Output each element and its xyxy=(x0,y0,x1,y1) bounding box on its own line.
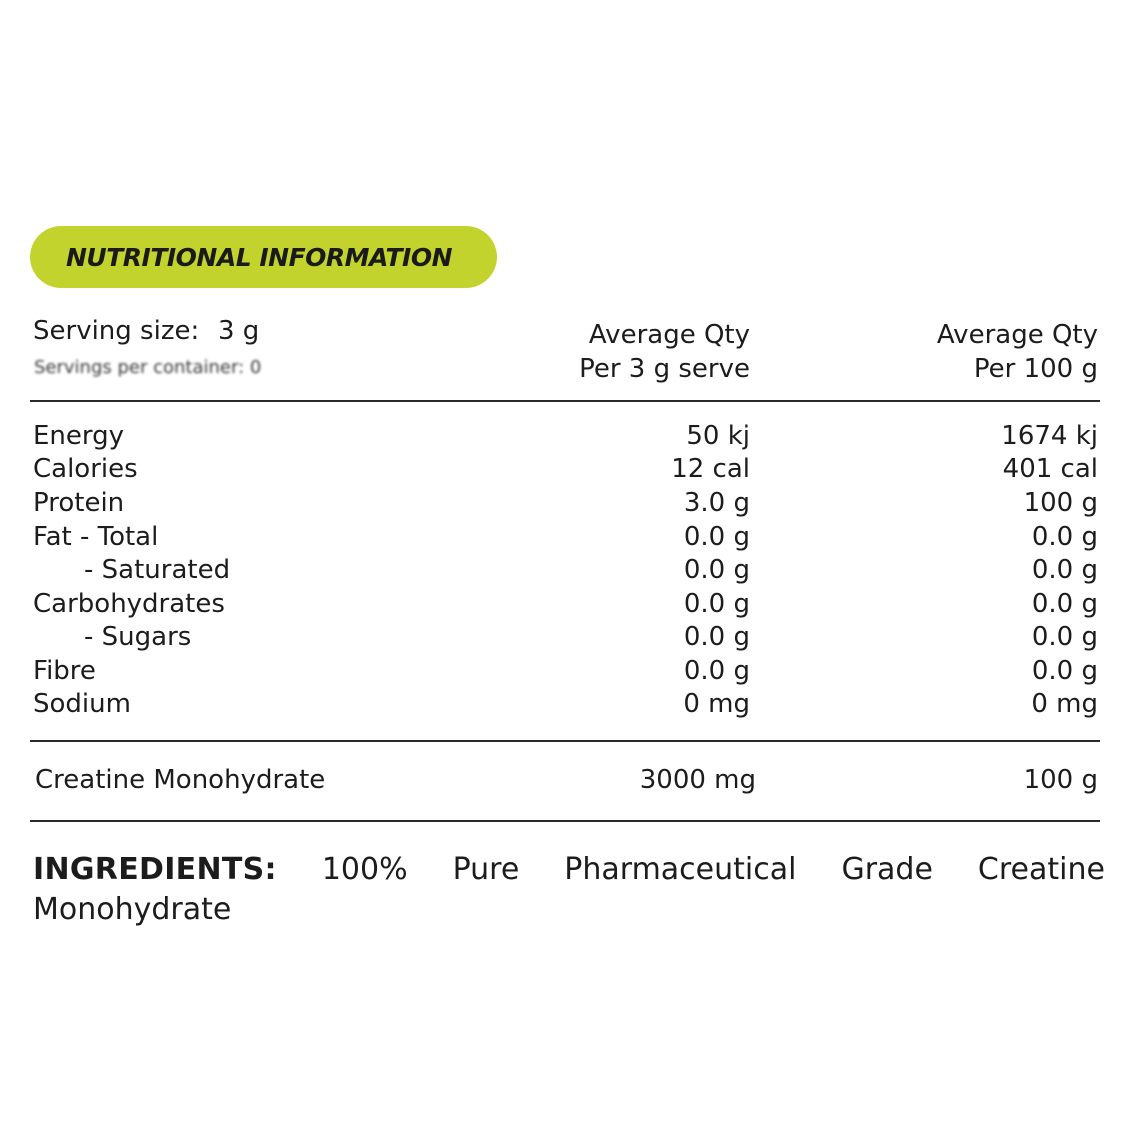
nutrient-per-serve-sugars: 0.0 g xyxy=(683,622,750,652)
ingredients-word: Creatine xyxy=(977,852,1105,887)
nutrient-per-100-energy: 1674 kj xyxy=(1001,421,1098,451)
nutrient-per-serve-sodium: 0 mg xyxy=(683,689,750,719)
nutrient-per-serve-protein: 3.0 g xyxy=(683,488,750,518)
per-100-header-line1: Average Qty xyxy=(936,320,1098,350)
nutrient-per-serve-carbohydrates: 0.0 g xyxy=(683,589,750,619)
divider-top xyxy=(30,400,1100,402)
nutrient-per-100-sodium: 0 mg xyxy=(1031,689,1098,719)
section-badge: NUTRITIONAL INFORMATION xyxy=(30,226,497,288)
nutrient-label-fibre: Fibre xyxy=(33,656,96,686)
divider-middle xyxy=(30,740,1100,742)
nutrient-per-serve-energy: 50 kj xyxy=(686,421,750,451)
nutrient-label-sugars: - Sugars xyxy=(84,622,192,652)
ingredients-line-2: Monohydrate xyxy=(33,892,232,927)
nutrient-label-protein: Protein xyxy=(33,488,125,518)
active-ingredient-per-serve: 3000 mg xyxy=(639,765,756,795)
nutrient-label-carbohydrates: Carbohydrates xyxy=(33,589,225,619)
ingredients-block: INGREDIENTS: 100% Pure Pharmaceutical Gr… xyxy=(33,850,1105,930)
ingredients-word: Pure xyxy=(452,852,520,887)
nutrient-label-energy: Energy xyxy=(33,421,125,451)
nutrient-per-100-sugars: 0.0 g xyxy=(1031,622,1098,652)
nutrient-label-saturated: - Saturated xyxy=(84,555,231,585)
ingredients-line-1: INGREDIENTS: 100% Pure Pharmaceutical Gr… xyxy=(33,850,1105,890)
ingredients-label: INGREDIENTS: xyxy=(33,852,277,887)
active-ingredient-label: Creatine Monohydrate xyxy=(35,765,326,795)
nutrient-per-100-saturated: 0.0 g xyxy=(1031,555,1098,585)
per-100-header-line2: Per 100 g xyxy=(973,354,1098,384)
nutrient-per-100-fibre: 0.0 g xyxy=(1031,656,1098,686)
per-serve-header-line1: Average Qty xyxy=(588,320,750,350)
ingredients-word: 100% xyxy=(321,852,408,887)
active-ingredient-per-100: 100 g xyxy=(1023,765,1098,795)
nutrient-label-calories: Calories xyxy=(33,454,138,484)
nutrient-per-serve-fat-total: 0.0 g xyxy=(683,522,750,552)
serving-size-value: 3 g xyxy=(218,316,260,346)
serving-size-label: Serving size: xyxy=(33,316,200,346)
nutrient-label-sodium: Sodium xyxy=(33,689,131,719)
nutrient-per-serve-saturated: 0.0 g xyxy=(683,555,750,585)
nutrient-per-serve-calories: 12 cal xyxy=(671,454,750,484)
nutrient-per-100-protein: 100 g xyxy=(1023,488,1098,518)
nutrient-label-fat-total: Fat - Total xyxy=(33,522,159,552)
per-serve-header-line2: Per 3 g serve xyxy=(579,354,750,384)
nutrient-per-100-calories: 401 cal xyxy=(1002,454,1098,484)
divider-bottom xyxy=(30,820,1100,822)
ingredients-word: Grade xyxy=(841,852,933,887)
badge-title: NUTRITIONAL INFORMATION xyxy=(66,242,453,272)
nutrient-per-100-fat-total: 0.0 g xyxy=(1031,522,1098,552)
servings-per-container: Servings per container: 0 xyxy=(34,357,262,378)
nutrient-per-serve-fibre: 0.0 g xyxy=(683,656,750,686)
nutrient-per-100-carbohydrates: 0.0 g xyxy=(1031,589,1098,619)
ingredients-word: Pharmaceutical xyxy=(564,852,797,887)
